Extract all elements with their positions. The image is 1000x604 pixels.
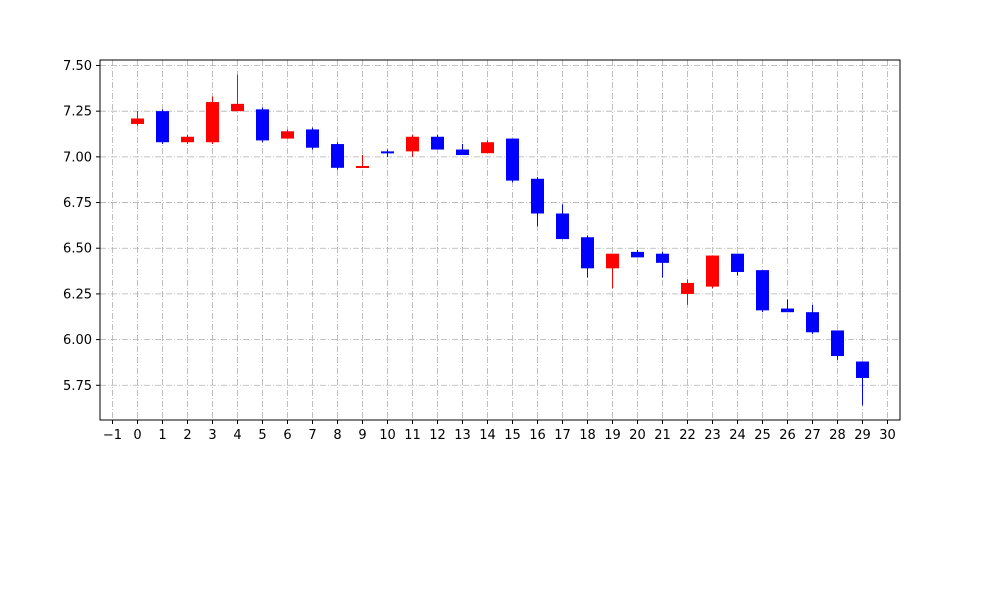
candle-body-up	[606, 253, 619, 269]
candle-body-up	[131, 118, 144, 124]
candle-body-down	[456, 149, 469, 156]
y-tick-label: 6.25	[63, 287, 92, 302]
y-tick-label: 6.50	[63, 242, 92, 257]
candle-body-down	[556, 213, 569, 240]
candle-body-down	[756, 270, 769, 311]
x-tick-label: 13	[454, 428, 471, 443]
x-tick-label: 8	[333, 428, 341, 443]
x-tick-label: 10	[379, 428, 396, 443]
candle-body-down	[831, 330, 844, 357]
candle-body-up	[706, 255, 719, 287]
grid-layer	[100, 60, 900, 420]
candle-body-up	[231, 103, 244, 112]
x-tick-label: −1	[103, 428, 122, 443]
candle-body-up	[356, 165, 369, 168]
x-tick-label: 3	[208, 428, 216, 443]
candle-body-down	[331, 144, 344, 168]
x-tick-label: 20	[629, 428, 646, 443]
x-tick-label: 11	[404, 428, 421, 443]
x-tick-label: 12	[429, 428, 446, 443]
candle-body-down	[631, 251, 644, 258]
candle-body-down	[381, 151, 394, 154]
candle-body-down	[431, 136, 444, 150]
candle-body-down	[806, 312, 819, 333]
y-tick-label: 7.50	[63, 59, 92, 74]
y-tick-label: 7.00	[63, 150, 92, 165]
candle-body-down	[156, 111, 169, 143]
x-tick-label: 29	[854, 428, 871, 443]
x-tick-label: 7	[308, 428, 316, 443]
x-tick-label: 9	[358, 428, 366, 443]
candle-body-down	[781, 308, 794, 313]
x-tick-label: 2	[183, 428, 191, 443]
candle-body-down	[506, 138, 519, 181]
candle-body-up	[181, 136, 194, 143]
candle-body-up	[406, 136, 419, 152]
x-tick-label: 5	[258, 428, 266, 443]
x-tick-label: 22	[679, 428, 696, 443]
x-tick-label: 1	[158, 428, 166, 443]
axis-layer: −1 0 1 2 3 4 5 6 7 8 9 10 11 12 13 14 15 16 17 18 19 20 21 22 23…	[63, 59, 896, 443]
candle-body-down	[531, 178, 544, 214]
y-tick-label: 5.75	[63, 379, 92, 394]
candle-layer	[131, 74, 869, 406]
x-tick-label: 6	[283, 428, 291, 443]
candle-body-down	[256, 109, 269, 141]
plot-frame	[99, 59, 901, 421]
x-tick-label: 24	[729, 428, 746, 443]
y-tick-label: 6.00	[63, 333, 92, 348]
x-tick-label: 17	[554, 428, 571, 443]
x-tick-label: 21	[654, 428, 671, 443]
x-tick-label: 18	[579, 428, 596, 443]
candle-body-down	[581, 237, 594, 269]
x-tick-label: 0	[133, 428, 141, 443]
x-tick-label: 14	[479, 428, 496, 443]
candle-body-up	[681, 282, 694, 294]
x-tick-label: 27	[804, 428, 821, 443]
x-tick-label: 15	[504, 428, 521, 443]
candle-body-down	[306, 129, 319, 148]
y-tick-label: 7.25	[63, 105, 92, 120]
x-tick-label: 28	[829, 428, 846, 443]
candle-body-up	[281, 131, 294, 139]
candle-body-up	[206, 102, 219, 143]
y-tick-label: 6.75	[63, 196, 92, 211]
x-tick-label: 25	[754, 428, 771, 443]
x-tick-label: 19	[604, 428, 621, 443]
x-tick-label: 26	[779, 428, 796, 443]
candle-body-down	[731, 253, 744, 272]
x-tick-label: 23	[704, 428, 721, 443]
candle-body-down	[656, 253, 669, 263]
candle-body-down	[856, 361, 869, 378]
x-tick-label: 30	[879, 428, 896, 443]
x-tick-label: 4	[233, 428, 241, 443]
candle-body-up	[481, 142, 494, 154]
x-tick-label: 16	[529, 428, 546, 443]
